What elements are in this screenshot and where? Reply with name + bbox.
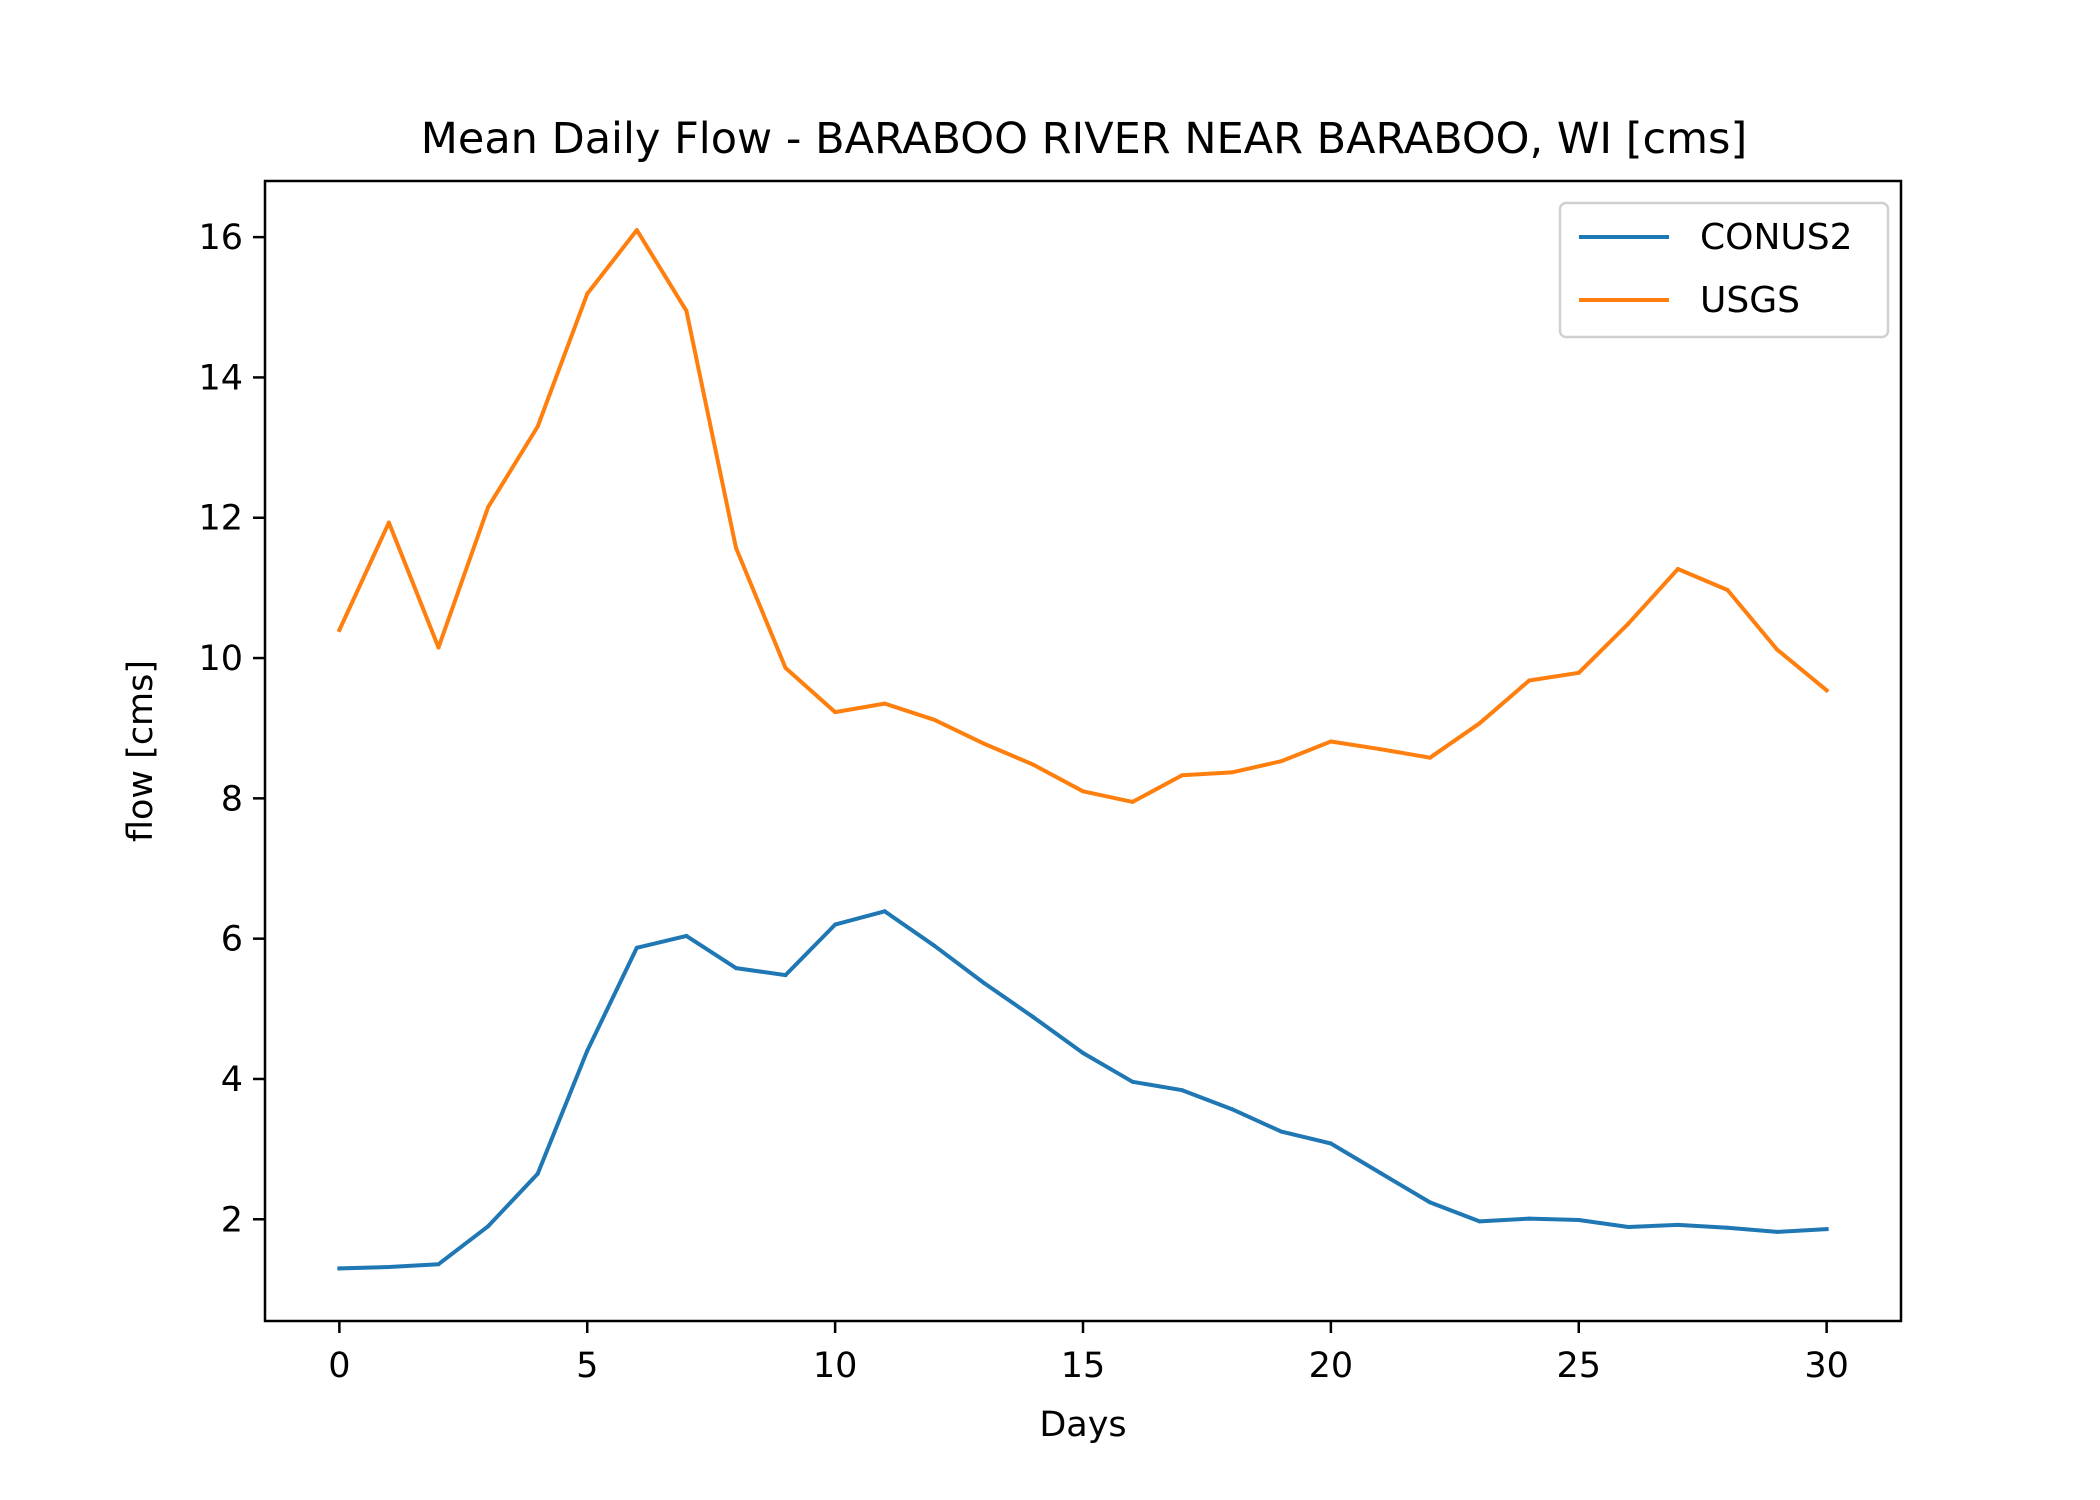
data-point-usgs [1279,759,1284,764]
y-axis-label: flow [cms] [121,660,161,842]
data-point-usgs [1824,688,1829,693]
data-point-usgs [486,505,491,510]
data-point-usgs [337,628,342,632]
data-point-conus2 [585,1048,590,1053]
data-point-conus2 [535,1171,540,1176]
data-point-conus2 [1477,1219,1482,1224]
data-point-usgs [585,291,590,296]
data-point-usgs [783,665,788,670]
y-axis: 2 4 6 8 10 12 14 16 [198,218,265,1240]
data-point-conus2 [1775,1229,1780,1234]
data-point-conus2 [1626,1225,1631,1229]
data-point-usgs [1229,770,1234,775]
y-tick-label: 6 [221,920,243,960]
data-point-conus2 [1081,1051,1085,1055]
data-point-conus2 [337,1266,342,1271]
data-point-usgs [386,520,391,525]
data-point-usgs [1328,739,1333,744]
x-tick-label: 25 [1556,1346,1601,1386]
legend: CONUS2 USGS [1558,201,1890,339]
data-point-conus2 [684,933,689,938]
data-point-conus2 [1031,1015,1036,1020]
data-point-conus2 [1279,1129,1284,1134]
x-tick-label: 10 [813,1346,858,1386]
data-point-conus2 [1130,1079,1135,1084]
y-tick-label: 2 [221,1200,243,1240]
data-point-usgs [1130,799,1135,804]
data-point-usgs [1031,762,1036,767]
data-point-usgs [1775,647,1780,652]
data-point-conus2 [882,909,887,914]
data-point-usgs [634,228,639,233]
data-point-usgs [981,741,986,746]
data-point-usgs [1675,567,1680,571]
data-point-usgs [932,717,937,722]
y-tick-label: 4 [221,1060,243,1100]
data-point-conus2 [1428,1200,1432,1205]
x-axis-label: Days [1039,1405,1126,1445]
data-point-usgs [535,424,540,429]
data-point-conus2 [1725,1225,1730,1230]
data-point-usgs [734,545,738,550]
data-point-conus2 [486,1224,491,1229]
chart-title: Mean Daily Flow - BARABOO RIVER NEAR BAR… [421,114,1747,164]
data-point-usgs [1527,678,1532,683]
x-tick-label: 0 [328,1346,350,1386]
data-point-conus2 [981,980,986,985]
data-point-conus2 [1576,1218,1581,1222]
y-tick-label: 8 [221,779,243,819]
data-point-usgs [833,710,838,715]
y-tick-label: 14 [198,358,243,398]
x-tick-label: 20 [1309,1346,1354,1386]
data-point-conus2 [833,922,838,927]
data-point-usgs [1626,621,1631,626]
data-point-usgs [1477,721,1482,726]
data-point-conus2 [436,1262,441,1267]
y-tick-label: 16 [198,218,243,258]
data-point-conus2 [734,966,738,971]
data-point-conus2 [932,943,937,948]
data-point-usgs [684,308,689,313]
data-point-conus2 [1229,1107,1234,1112]
data-point-conus2 [1675,1222,1680,1227]
data-point-usgs [1081,789,1085,794]
legend-label-usgs: USGS [1700,280,1800,321]
y-tick-label: 12 [198,499,243,539]
y-tick-label: 10 [198,639,243,679]
data-point-conus2 [1824,1227,1829,1232]
data-point-conus2 [1180,1088,1185,1093]
data-point-usgs [1576,670,1581,675]
data-point-conus2 [386,1265,391,1269]
data-point-conus2 [1328,1141,1333,1146]
x-tick-label: 30 [1804,1346,1849,1386]
data-point-conus2 [634,945,639,950]
data-point-conus2 [1527,1216,1532,1221]
series-layer [336,228,1830,1271]
x-tick-label: 15 [1061,1346,1106,1386]
legend-label-conus2: CONUS2 [1700,217,1853,258]
data-point-conus2 [783,973,788,978]
data-point-usgs [1378,747,1383,752]
data-point-usgs [882,701,887,706]
data-point-usgs [1428,755,1432,760]
data-point-usgs [1725,588,1730,592]
data-point-usgs [436,645,441,650]
data-point-conus2 [1378,1171,1383,1175]
data-point-usgs [1180,773,1185,778]
x-axis: 0 5 10 15 20 25 30 [328,1321,1849,1386]
x-tick-label: 5 [576,1346,598,1386]
